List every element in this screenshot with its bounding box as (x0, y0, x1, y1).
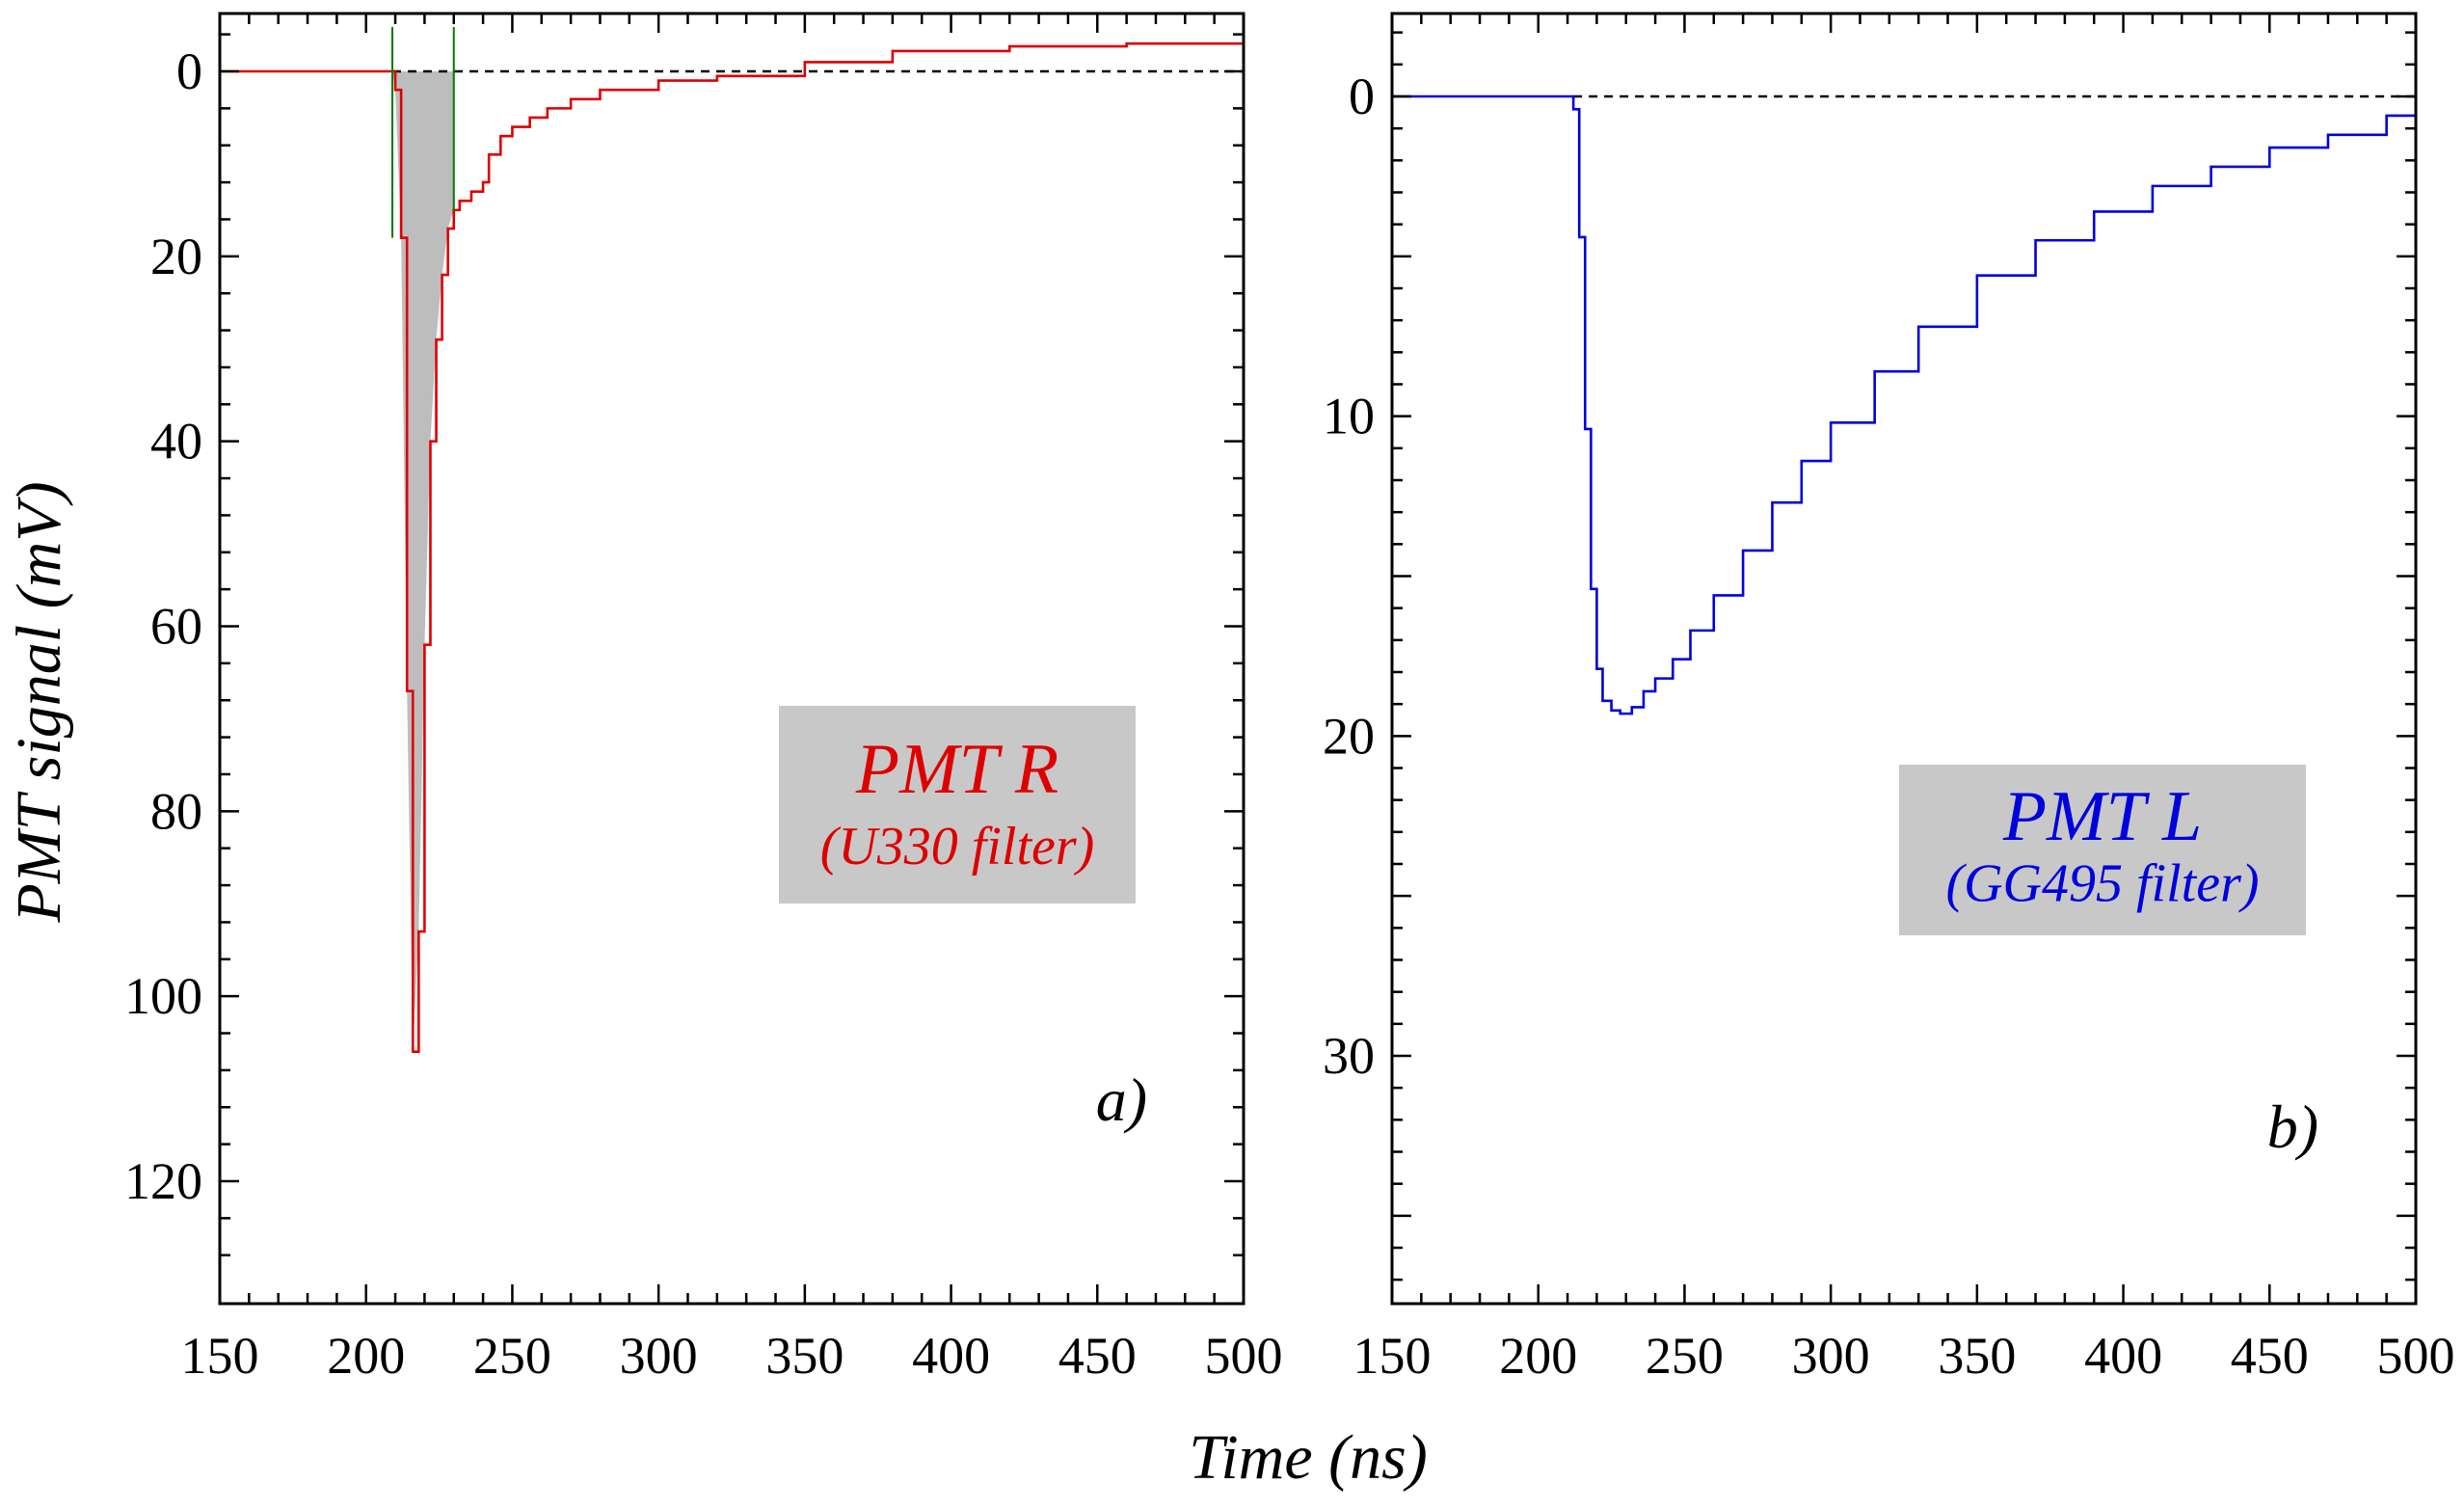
y-tick-label: 20 (1323, 707, 1375, 765)
y-tick-label: 100 (124, 967, 202, 1025)
x-tick-label: 200 (327, 1327, 405, 1385)
y-tick-label: 120 (124, 1152, 202, 1210)
legend-background (1899, 765, 2306, 935)
panel-label: b) (2267, 1092, 2318, 1161)
x-axis-title: Time (ns) (1189, 1422, 1428, 1493)
x-tick-label: 200 (1499, 1327, 1577, 1385)
legend-box: PMT L (GG495 filter) (1899, 765, 2306, 935)
x-tick-label: 500 (2377, 1327, 2455, 1385)
y-axis-title: PMT signal (mV) (4, 481, 74, 923)
series-layer (220, 34, 1245, 1054)
x-tick-label: 400 (912, 1327, 990, 1385)
legend-title: PMT R (855, 730, 1058, 809)
x-tick-label: 300 (620, 1327, 698, 1385)
x-tick-labels: 150 200 250 300 350 400 450 500 (181, 1327, 1283, 1385)
series-line (1392, 94, 2418, 715)
legend-subtitle: (GG495 filter) (1945, 854, 2259, 914)
x-tick-label: 250 (473, 1327, 551, 1385)
tick-marks (218, 13, 1245, 1304)
x-tick-label: 350 (1938, 1327, 2016, 1385)
legend-box: PMT R (U330 filter) (779, 706, 1136, 903)
x-tick-label: 450 (2231, 1327, 2309, 1385)
y-tick-labels: 0 20 40 60 80 100 120 (124, 42, 202, 1210)
tick-marks (1390, 13, 2418, 1304)
x-tick-label: 450 (1058, 1327, 1137, 1385)
legend-background (779, 706, 1136, 903)
y-tick-label: 60 (150, 598, 202, 656)
legend-subtitle: (U330 filter) (820, 817, 1095, 876)
x-tick-label: 150 (1353, 1327, 1432, 1385)
x-tick-label: 350 (765, 1327, 844, 1385)
y-tick-label: 0 (1349, 67, 1375, 125)
x-tick-label: 150 (181, 1327, 259, 1385)
series-line (220, 34, 1245, 1054)
x-tick-label: 500 (1205, 1327, 1283, 1385)
x-tick-labels: 150 200 250 300 350 400 450 500 (1353, 1327, 2455, 1385)
y-tick-label: 10 (1323, 388, 1375, 445)
y-tick-label: 20 (150, 228, 202, 285)
legend-title: PMT L (2002, 777, 2202, 856)
plot-frame (1390, 12, 2418, 1306)
y-tick-label: 80 (150, 782, 202, 840)
panel-b: 150 200 250 300 350 400 450 500 0 10 20 30 PMT L (… (1323, 12, 2455, 1385)
y-tick-label: 0 (176, 42, 202, 100)
y-tick-label: 30 (1323, 1027, 1375, 1085)
panel-a: 150 200 250 300 350 400 450 500 0 20 40 60 80 100 120… (124, 12, 1283, 1385)
x-tick-label: 400 (2084, 1327, 2162, 1385)
x-tick-label: 300 (1792, 1327, 1870, 1385)
plot-frame (218, 12, 1245, 1306)
interval-markers (391, 27, 455, 238)
series-layer (1392, 94, 2418, 715)
y-tick-label: 40 (150, 413, 202, 471)
panel-label: a) (1096, 1065, 1147, 1134)
y-tick-labels: 0 10 20 30 (1323, 67, 1375, 1085)
x-tick-label: 250 (1646, 1327, 1724, 1385)
